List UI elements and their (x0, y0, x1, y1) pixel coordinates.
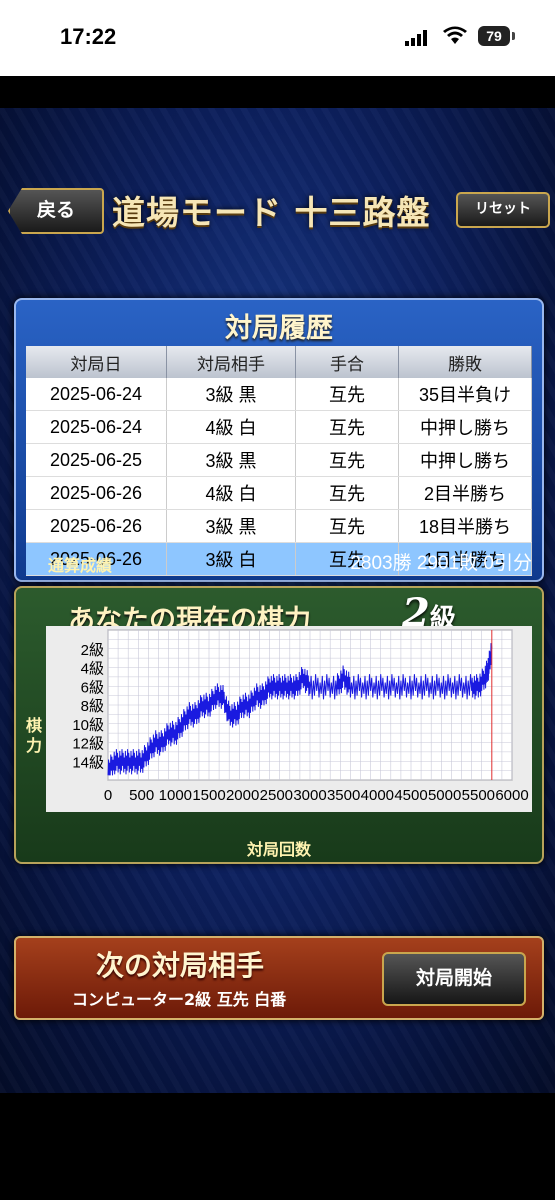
x-tick-label: 3000 (293, 787, 326, 804)
x-tick-label: 2500 (260, 787, 293, 804)
history-table: 対局日 対局相手 手合 勝敗 2025-06-24 3級 黒 互先 35目半負け… (26, 346, 532, 576)
back-button[interactable]: 戻る (8, 188, 104, 234)
row-date: 2025-06-25 (26, 443, 167, 477)
row-result: 35目半負け (398, 378, 532, 411)
x-tick-label: 500 (129, 787, 154, 804)
table-row-selected[interactable]: 2025-06-26 3級 白 互先 1目半勝ち (26, 542, 532, 576)
y-tick-label: 4級 (81, 661, 104, 678)
wifi-icon (443, 26, 467, 44)
row-result: 1目半勝ち (398, 542, 532, 576)
x-tick-label: 3500 (327, 787, 360, 804)
row-handicap: 互先 (295, 542, 399, 576)
row-result: 中押し勝ち (398, 410, 532, 444)
x-tick-label: 6000 (495, 787, 528, 804)
table-row[interactable]: 2025-06-24 4級 白 互先 中押し勝ち (26, 410, 532, 444)
y-tick-label: 14級 (72, 754, 104, 771)
page-title: 道場モード 十三路盤 (112, 193, 431, 232)
x-tick-label: 5000 (428, 787, 461, 804)
table-row[interactable]: 2025-06-26 3級 黒 互先 18目半勝ち (26, 509, 532, 543)
table-header-row: 対局日 対局相手 手合 勝敗 (26, 346, 532, 378)
game-screen: 戻る 道場モード 十三路盤 リセット 対局履歴 対局日 対局相手 手合 勝敗 2… (0, 108, 555, 1093)
row-date: 2025-06-26 (26, 542, 167, 576)
next-opponent-title: 次の対局相手 (96, 949, 265, 982)
row-opponent: 4級 白 (166, 410, 296, 444)
column-handicap: 手合 (295, 346, 399, 378)
battery-tip (512, 32, 515, 40)
x-tick-label: 1500 (192, 787, 225, 804)
row-date: 2025-06-24 (26, 410, 167, 444)
battery-icon: 79 (478, 26, 510, 46)
row-result: 2目半勝ち (398, 476, 532, 510)
x-tick-label: 4500 (394, 787, 427, 804)
y-tick-label: 12級 (72, 736, 104, 753)
row-handicap: 互先 (295, 476, 399, 510)
x-tick-label: 0 (104, 787, 112, 804)
row-date: 2025-06-24 (26, 378, 167, 411)
start-match-button[interactable]: 対局開始 (382, 952, 526, 1006)
row-date: 2025-06-26 (26, 509, 167, 543)
totals-label: 通算成績 (48, 556, 113, 575)
next-opponent-detail: コンピューター2級 互先 白番 (72, 990, 287, 1009)
column-date: 対局日 (26, 346, 167, 378)
table-row[interactable]: 2025-06-24 3級 黒 互先 35目半負け (26, 378, 532, 411)
table-row[interactable]: 2025-06-26 4級 白 互先 2目半勝ち (26, 476, 532, 510)
strength-panel: あなたの現在の棋力 2級 棋力 2級 4級 6級 8級 10級 12級 14級 0 500 100… (14, 586, 544, 864)
row-handicap: 互先 (295, 378, 399, 411)
row-date: 2025-06-26 (26, 476, 167, 510)
row-opponent: 3級 白 (166, 542, 296, 576)
row-result: 中押し勝ち (398, 443, 532, 477)
y-tick-label: 10級 (72, 717, 104, 734)
y-tick-label: 6級 (81, 679, 104, 696)
row-opponent: 3級 黒 (166, 378, 296, 411)
next-opponent-panel: 次の対局相手 コンピューター2級 互先 白番 対局開始 (14, 936, 544, 1020)
column-result: 勝敗 (398, 346, 532, 378)
chart-xlabel: 対局回数 (246, 840, 311, 859)
table-row[interactable]: 2025-06-25 3級 黒 互先 中押し勝ち (26, 443, 532, 477)
x-tick-label: 1000 (159, 787, 192, 804)
y-tick-label: 2級 (81, 642, 104, 659)
cellular-signal-icon (405, 30, 427, 46)
totals-value: 2803勝 2901敗 0引分 (350, 553, 532, 574)
row-handicap: 互先 (295, 509, 399, 543)
row-opponent: 3級 黒 (166, 443, 296, 477)
history-title: 対局履歴 (225, 313, 333, 344)
strength-series-line (107, 643, 493, 776)
row-result: 18目半勝ち (398, 509, 532, 543)
row-opponent: 3級 黒 (166, 509, 296, 543)
column-opponent: 対局相手 (166, 346, 296, 378)
row-handicap: 互先 (295, 410, 399, 444)
x-tick-label: 4000 (361, 787, 394, 804)
chart-ylabel: 棋力 (25, 716, 42, 755)
status-time: 17:22 (60, 24, 117, 49)
row-handicap: 互先 (295, 443, 399, 477)
status-bar: 17:22 79 (0, 0, 555, 76)
x-tick-label: 5500 (462, 787, 495, 804)
row-opponent: 4級 白 (166, 476, 296, 510)
reset-button[interactable]: リセット (456, 192, 550, 228)
y-tick-label: 8級 (81, 698, 104, 715)
match-history-panel: 対局履歴 対局日 対局相手 手合 勝敗 2025-06-24 3級 黒 互先 3… (14, 298, 544, 582)
x-tick-label: 2000 (226, 787, 259, 804)
